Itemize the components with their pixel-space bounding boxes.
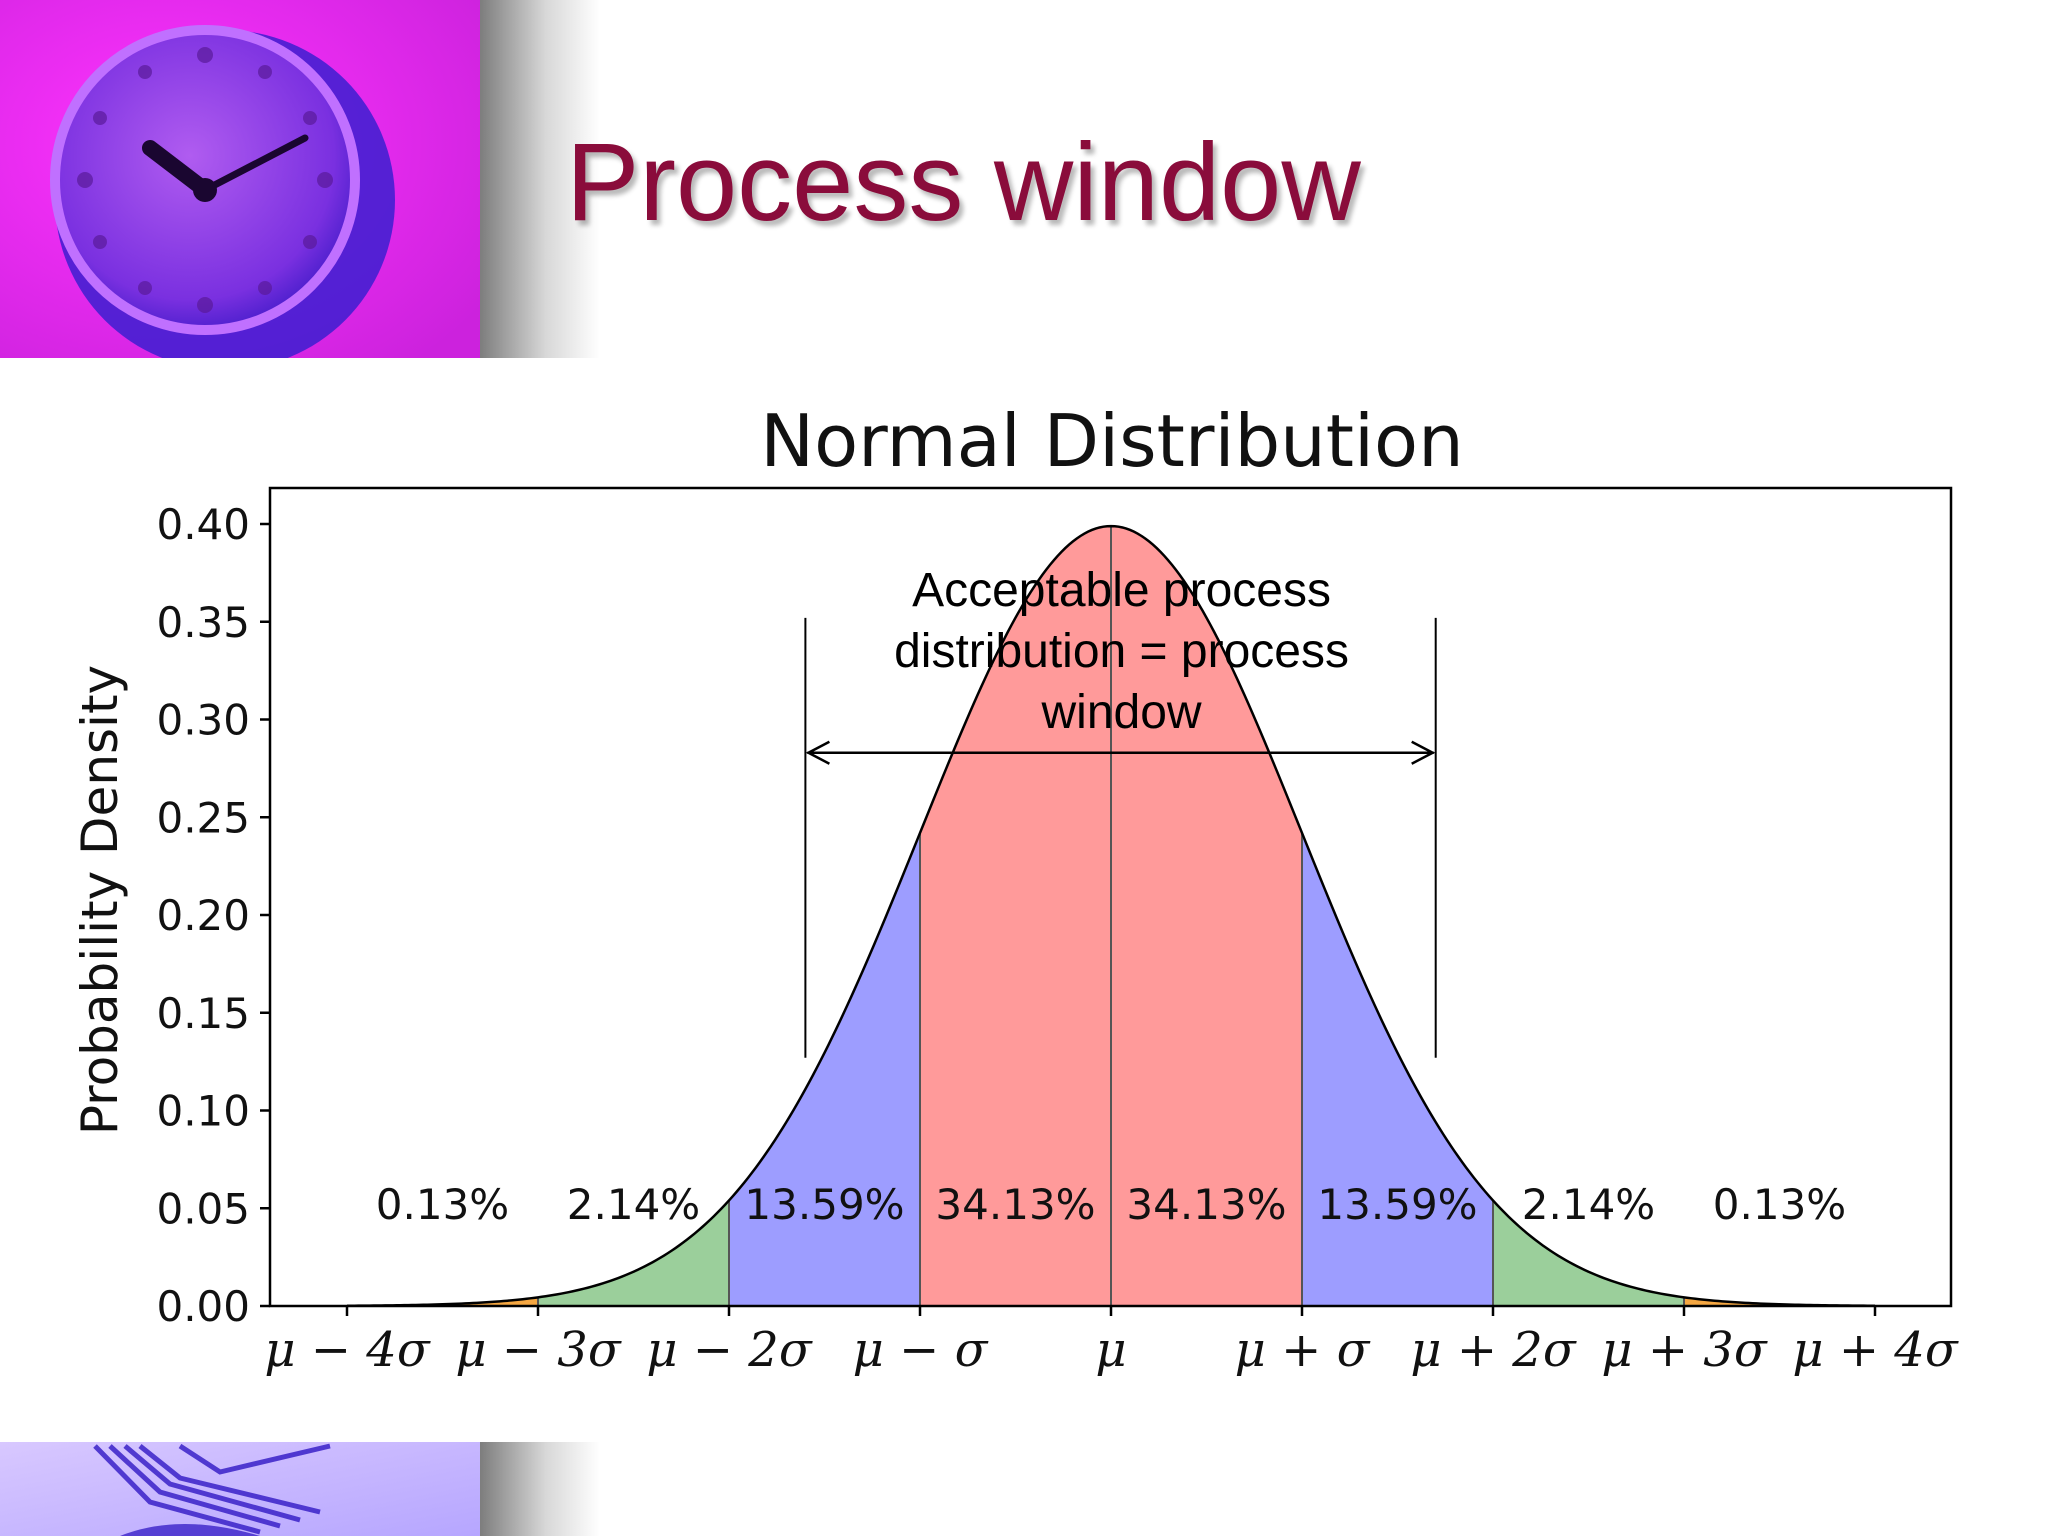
y-tick-label: 0.30 (156, 696, 250, 745)
y-axis-label: Probability Density (71, 665, 129, 1135)
y-tick-label: 0.05 (156, 1184, 250, 1233)
y-tick-label: 0.20 (156, 891, 250, 940)
band-percent-label: 0.13% (1713, 1180, 1846, 1229)
y-tick-label: 0.15 (156, 989, 250, 1038)
y-tick-label: 0.35 (156, 598, 250, 647)
band-5 (1111, 526, 1302, 1306)
annotation-line: window (1041, 686, 1202, 739)
band-percent-label: 13.59% (1317, 1180, 1477, 1229)
x-axis-ticks: μ − 4σ μ − 3σ μ − 2σ μ − σ μ μ + σ μ + 2σ μ + 3… (264, 1306, 1959, 1378)
x-tick-label: μ − 2σ (646, 1322, 812, 1378)
band-percent-label: 2.14% (1522, 1180, 1655, 1229)
x-tick-label: μ − 4σ (264, 1322, 430, 1378)
band-7 (1493, 1200, 1684, 1306)
band-2 (538, 1200, 729, 1306)
process-window-annotation: Acceptable process distribution = process… (804, 564, 1437, 1058)
x-tick-label: μ + σ (1235, 1322, 1371, 1378)
band-percent-label: 0.13% (376, 1180, 509, 1229)
window-arrowhead-left (805, 740, 830, 765)
spiral-notebook-photo (0, 1442, 600, 1536)
x-tick-label: μ (1095, 1322, 1126, 1378)
band-percent-labels: 0.13% 2.14% 13.59% 34.13% 34.13% 13.59% 2.14% 0… (376, 1180, 1846, 1229)
x-tick-label: μ + 2σ (1410, 1322, 1576, 1378)
x-tick-label: μ − 3σ (455, 1322, 621, 1378)
band-percent-label: 34.13% (1126, 1180, 1286, 1229)
y-tick-label: 0.40 (156, 500, 250, 549)
band-4 (920, 526, 1111, 1306)
y-tick-label: 0.00 (156, 1282, 250, 1331)
annotation-line: distribution = process (894, 625, 1349, 678)
band-1 (347, 1297, 538, 1306)
x-tick-label: μ + 4σ (1792, 1322, 1958, 1378)
window-arrowhead-right (1411, 740, 1436, 765)
wall-clock-photo (0, 0, 600, 358)
density-curve (346, 524, 1876, 1307)
chart-title: Normal Distribution (760, 399, 1463, 483)
y-axis-ticks: 0.00 0.05 0.10 0.15 0.20 0.25 0.30 0.35 0.40 (156, 500, 270, 1331)
band-percent-label: 2.14% (567, 1180, 700, 1229)
band-8 (1684, 1297, 1875, 1306)
annotation-line: Acceptable process (912, 564, 1331, 617)
x-tick-label: μ − σ (853, 1322, 989, 1378)
y-tick-label: 0.25 (156, 793, 250, 842)
slide-title: Process window (566, 121, 1361, 244)
y-tick-label: 0.10 (156, 1087, 250, 1136)
band-dividers (537, 526, 1685, 1306)
band-percent-label: 13.59% (744, 1180, 904, 1229)
band-percent-label: 34.13% (935, 1180, 1095, 1229)
x-tick-label: μ + 3σ (1601, 1322, 1767, 1378)
